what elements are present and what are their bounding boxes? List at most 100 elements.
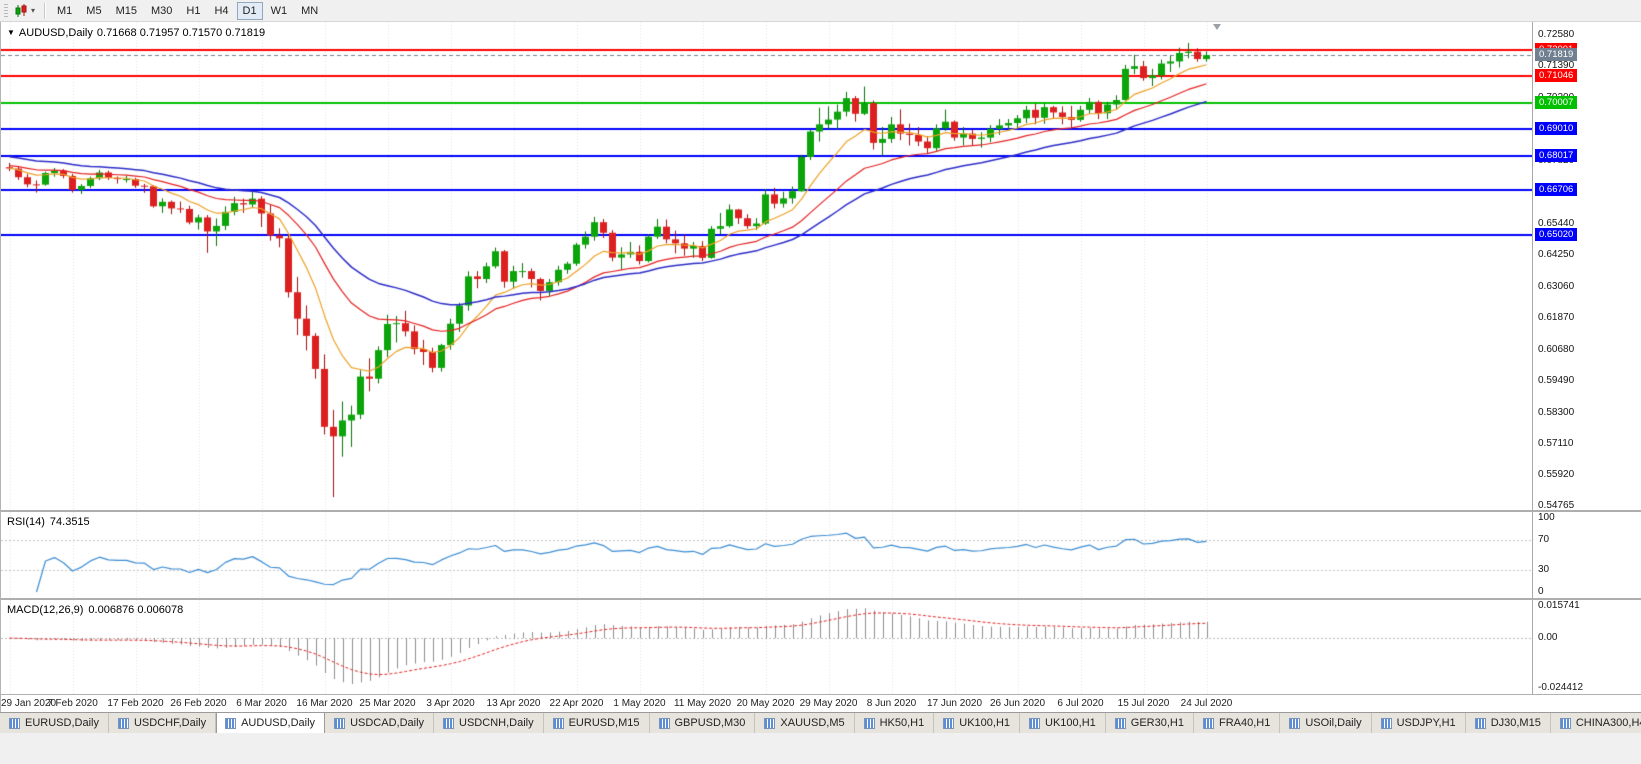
date-label: 26 Feb 2020 <box>170 698 227 709</box>
chart-tab-eurusd-daily[interactable]: EURUSD,Daily <box>0 713 109 733</box>
chart-tab-audusd-daily[interactable]: AUDUSD,Daily <box>216 713 326 733</box>
date-label: 26 Jun 2020 <box>989 698 1046 709</box>
chart-symbol-period: AUDUSD,Daily <box>18 27 93 39</box>
candlestick-chart-type-icon[interactable] <box>12 3 30 19</box>
macd-title: MACD(12,26,9) <box>7 604 84 616</box>
timeframe-button-m30[interactable]: M30 <box>150 4 173 17</box>
price-tick-label: 0.57110 <box>1538 438 1574 449</box>
pane-separator[interactable] <box>1 598 1641 600</box>
price-line-badge: 0.66706 <box>1535 183 1578 196</box>
chart-tab-usdjpy-h1[interactable]: USDJPY,H1 <box>1371 713 1466 733</box>
rsi-value: 74.3515 <box>49 516 90 528</box>
price-tick-label: 0.64250 <box>1538 249 1575 260</box>
chart-tab-dj30-m15[interactable]: DJ30,M15 <box>1465 713 1551 733</box>
timeframe-button-m15[interactable]: M15 <box>115 4 137 17</box>
chart-tab-label: UK100,H1 <box>1045 717 1096 729</box>
chart-tab-label: XAUUSD,M5 <box>780 717 845 729</box>
chart-tab-uk100-h1[interactable]: UK100,H1 <box>1020 713 1106 733</box>
date-label: 13 Apr 2020 <box>486 698 541 709</box>
date-label: 22 Apr 2020 <box>549 698 604 709</box>
current-price-badge: 0.71819 <box>1535 48 1578 61</box>
bottom-fill <box>0 733 1641 764</box>
timeframe-button-mn[interactable]: MN <box>301 4 319 17</box>
mini-chart-icon <box>1029 717 1041 729</box>
chart-tab-usdcad-daily[interactable]: USDCAD,Daily <box>325 713 435 733</box>
date-label: 1 May 2020 <box>613 698 666 709</box>
collapse-indicator-icon[interactable]: ▼ <box>7 28 15 37</box>
chart-tab-xauusd-m5[interactable]: XAUUSD,M5 <box>755 713 855 733</box>
date-label: 24 Jul 2020 <box>1180 698 1233 709</box>
chart-tab-label: CHINA300,H4 <box>1575 717 1641 729</box>
rsi-indicator-pane[interactable] <box>1 512 1532 598</box>
date-label: 15 Jul 2020 <box>1117 698 1170 709</box>
chart-tabbar: EURUSD,Daily USDCHF,Daily AUDUSD,Daily USDC… <box>0 712 1641 733</box>
rsi-indicator-label: RSI(14) 74.3515 <box>7 516 95 528</box>
rsi-scale-label: 100 <box>1538 512 1555 523</box>
price-line-badge: 0.70007 <box>1535 96 1578 109</box>
price-tick-label: 0.58300 <box>1538 407 1575 418</box>
chart-tab-usdcnh-daily[interactable]: USDCNH,Daily <box>434 713 544 733</box>
chart-tab-usdchf-daily[interactable]: USDCHF,Daily <box>108 713 217 733</box>
chart-tab-eurusd-m15[interactable]: EURUSD,M15 <box>543 713 650 733</box>
chart-tab-fra40-h1[interactable]: FRA40,H1 <box>1193 713 1281 733</box>
timeframe-button-m5[interactable]: M5 <box>86 4 102 17</box>
chart-tab-gbpusd-m30[interactable]: GBPUSD,M30 <box>649 713 756 733</box>
mini-chart-icon <box>1289 717 1301 729</box>
macd-indicator-pane[interactable] <box>1 600 1532 694</box>
price-line-badge: 0.71046 <box>1535 69 1578 82</box>
chart-tab-uk100-h1[interactable]: UK100,H1 <box>934 713 1021 733</box>
date-label: 16 Mar 2020 <box>296 698 353 709</box>
macd-scale-label: 0.00 <box>1538 632 1558 643</box>
chart-type-dropdown-icon[interactable]: ▾ <box>31 5 36 15</box>
mini-chart-icon <box>334 717 346 729</box>
date-label: 20 May 2020 <box>736 698 795 709</box>
chart-tab-label: EURUSD,M15 <box>568 717 640 729</box>
mini-chart-icon <box>1202 717 1214 729</box>
date-label: 6 Mar 2020 <box>236 698 287 709</box>
chart-tab-label: USDJPY,H1 <box>1396 717 1456 729</box>
macd-scale-label: -0.024412 <box>1538 682 1584 693</box>
rsi-scale-label: 70 <box>1538 534 1550 545</box>
date-label: 6 Jul 2020 <box>1057 698 1104 709</box>
chart-tab-label: USDCNH,Daily <box>459 717 534 729</box>
time-axis[interactable]: 29 Jan 2020 7 Feb 2020 17 Feb 2020 26 Feb 2… <box>1 694 1641 712</box>
price-tick-label: 0.55920 <box>1538 469 1575 480</box>
price-tick-label: 0.60680 <box>1538 344 1575 355</box>
price-line-badge: 0.68017 <box>1535 149 1578 162</box>
macd-values: 0.006876 0.006078 <box>88 604 184 616</box>
timeframe-button-h4[interactable]: H4 <box>214 4 229 17</box>
timeframe-button-d1[interactable]: D1 <box>236 1 263 20</box>
timeframe-button-w1[interactable]: W1 <box>270 4 288 17</box>
mini-chart-icon <box>1380 717 1392 729</box>
date-label: 8 Jun 2020 <box>866 698 917 709</box>
toolbar-grip[interactable] <box>4 3 8 18</box>
chart-tab-usoil-daily[interactable]: USOil,Daily <box>1280 713 1372 733</box>
timeframe-button-m1[interactable]: M1 <box>57 4 73 17</box>
chart-tab-label: USOil,Daily <box>1305 717 1362 729</box>
timeframe-buttons: M1 M5 M15 M30 H1 H4 D1 W1 MN <box>50 1 325 20</box>
timeframe-toolbar: ▾ M1 M5 M15 M30 H1 H4 D1 W1 MN <box>0 0 1641 22</box>
price-tick-label: 0.59490 <box>1538 375 1575 386</box>
chart-title: ▼ AUDUSD,Daily 0.71668 0.71957 0.71570 0.7… <box>7 27 269 39</box>
mini-chart-icon <box>9 717 20 729</box>
mini-chart-icon <box>1114 717 1126 729</box>
price-tick-label: 0.71390 <box>1538 60 1575 71</box>
mini-chart-icon <box>863 717 875 729</box>
chart-tab-hk50-h1[interactable]: HK50,H1 <box>854 713 935 733</box>
chart-tab-label: AUDUSD,Daily <box>241 717 316 729</box>
chart-tab-label: DJ30,M15 <box>1490 717 1541 729</box>
mini-chart-icon <box>1559 717 1571 729</box>
main-price-chart[interactable] <box>1 22 1532 510</box>
price-scale[interactable]: 0.725800.713900.702000.690100.678200.666… <box>1532 22 1641 694</box>
chart-tab-china300-h4[interactable]: CHINA300,H4 <box>1550 713 1641 733</box>
price-tick-label: 0.63060 <box>1538 281 1575 292</box>
date-label: 17 Feb 2020 <box>107 698 164 709</box>
chart-shift-marker-icon[interactable] <box>1213 24 1221 30</box>
timeframe-button-h1[interactable]: H1 <box>186 4 201 17</box>
pane-separator[interactable] <box>1 510 1641 512</box>
chart-tab-label: UK100,H1 <box>959 717 1011 729</box>
price-line-badge: 0.69010 <box>1535 122 1578 135</box>
chart-tab-label: USDCAD,Daily <box>350 717 425 729</box>
chart-tab-ger30-h1[interactable]: GER30,H1 <box>1105 713 1194 733</box>
macd-scale-label: 0.015741 <box>1538 600 1580 611</box>
